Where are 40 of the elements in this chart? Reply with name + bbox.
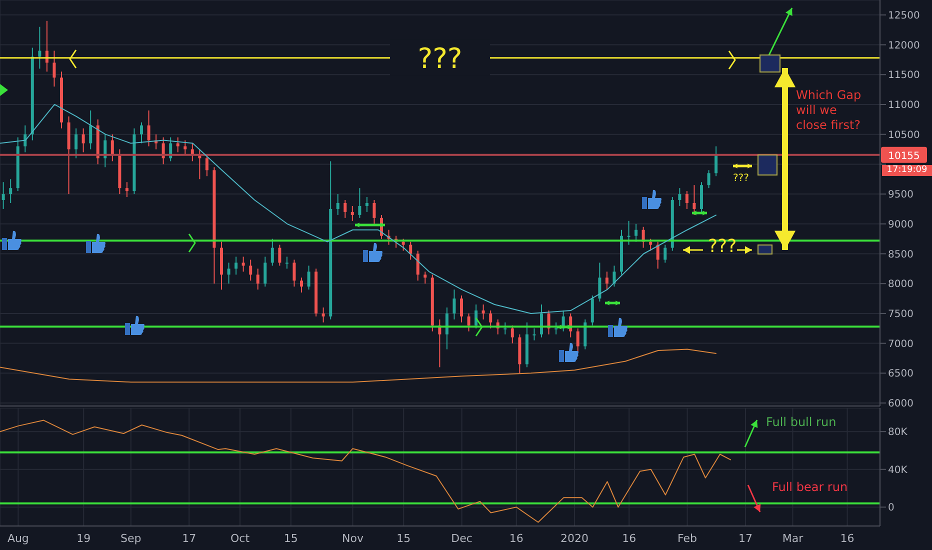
x-tick-label: 2020 (560, 532, 589, 545)
y-tick-label: 6500 (888, 368, 914, 380)
y-tick-label: 12000 (888, 40, 920, 52)
y-tick-label: 12500 (888, 10, 920, 22)
x-tick-label: Dec (451, 532, 472, 545)
y-tick-label: 11000 (888, 100, 920, 112)
x-tick-label: Sep (120, 532, 142, 545)
x-tick-label: Aug (7, 532, 29, 545)
annotation: Which Gap will we close first? (796, 88, 862, 133)
y-tick-label: 40K (888, 464, 908, 476)
x-tick-label: Nov (342, 532, 364, 545)
ref-line-label: ??? (418, 42, 462, 75)
x-tick-label: Mar (782, 532, 804, 545)
y-tick-label: 7000 (888, 338, 914, 350)
y-tick-label: 6000 (888, 398, 914, 410)
y-tick-label: 9000 (888, 219, 914, 230)
text: 17:19:09 (882, 165, 932, 176)
x-tick-label: 16 (509, 532, 524, 545)
annotation: ??? (708, 236, 738, 258)
y-tick-label: 11500 (888, 70, 920, 82)
y-tick-label: 10500 (888, 130, 920, 141)
annotation: Full bull run (766, 415, 838, 430)
y-tick-label: 7500 (888, 309, 914, 320)
x-tick-label: 19 (76, 532, 91, 545)
x-tick-label: 15 (396, 532, 411, 545)
x-tick-label: 15 (284, 532, 298, 545)
annotation: Full bear run (772, 480, 849, 495)
y-tick-label: 80K (888, 427, 908, 438)
y-tick-label: 0 (888, 502, 894, 514)
y-tick-label: 8500 (888, 249, 914, 260)
ref-line-label: 10155 (888, 150, 920, 162)
x-tick-label: 17 (738, 532, 752, 545)
x-tick-label: 17 (182, 532, 196, 545)
y-tick-label: 8000 (888, 279, 914, 290)
x-tick-label: 16 (622, 532, 636, 545)
annotation: ??? (733, 173, 750, 186)
x-tick-label: Feb (678, 532, 698, 545)
y-tick-label: 9500 (888, 190, 914, 201)
x-tick-label: 16 (840, 532, 854, 545)
x-tick-label: Oct (230, 532, 250, 545)
